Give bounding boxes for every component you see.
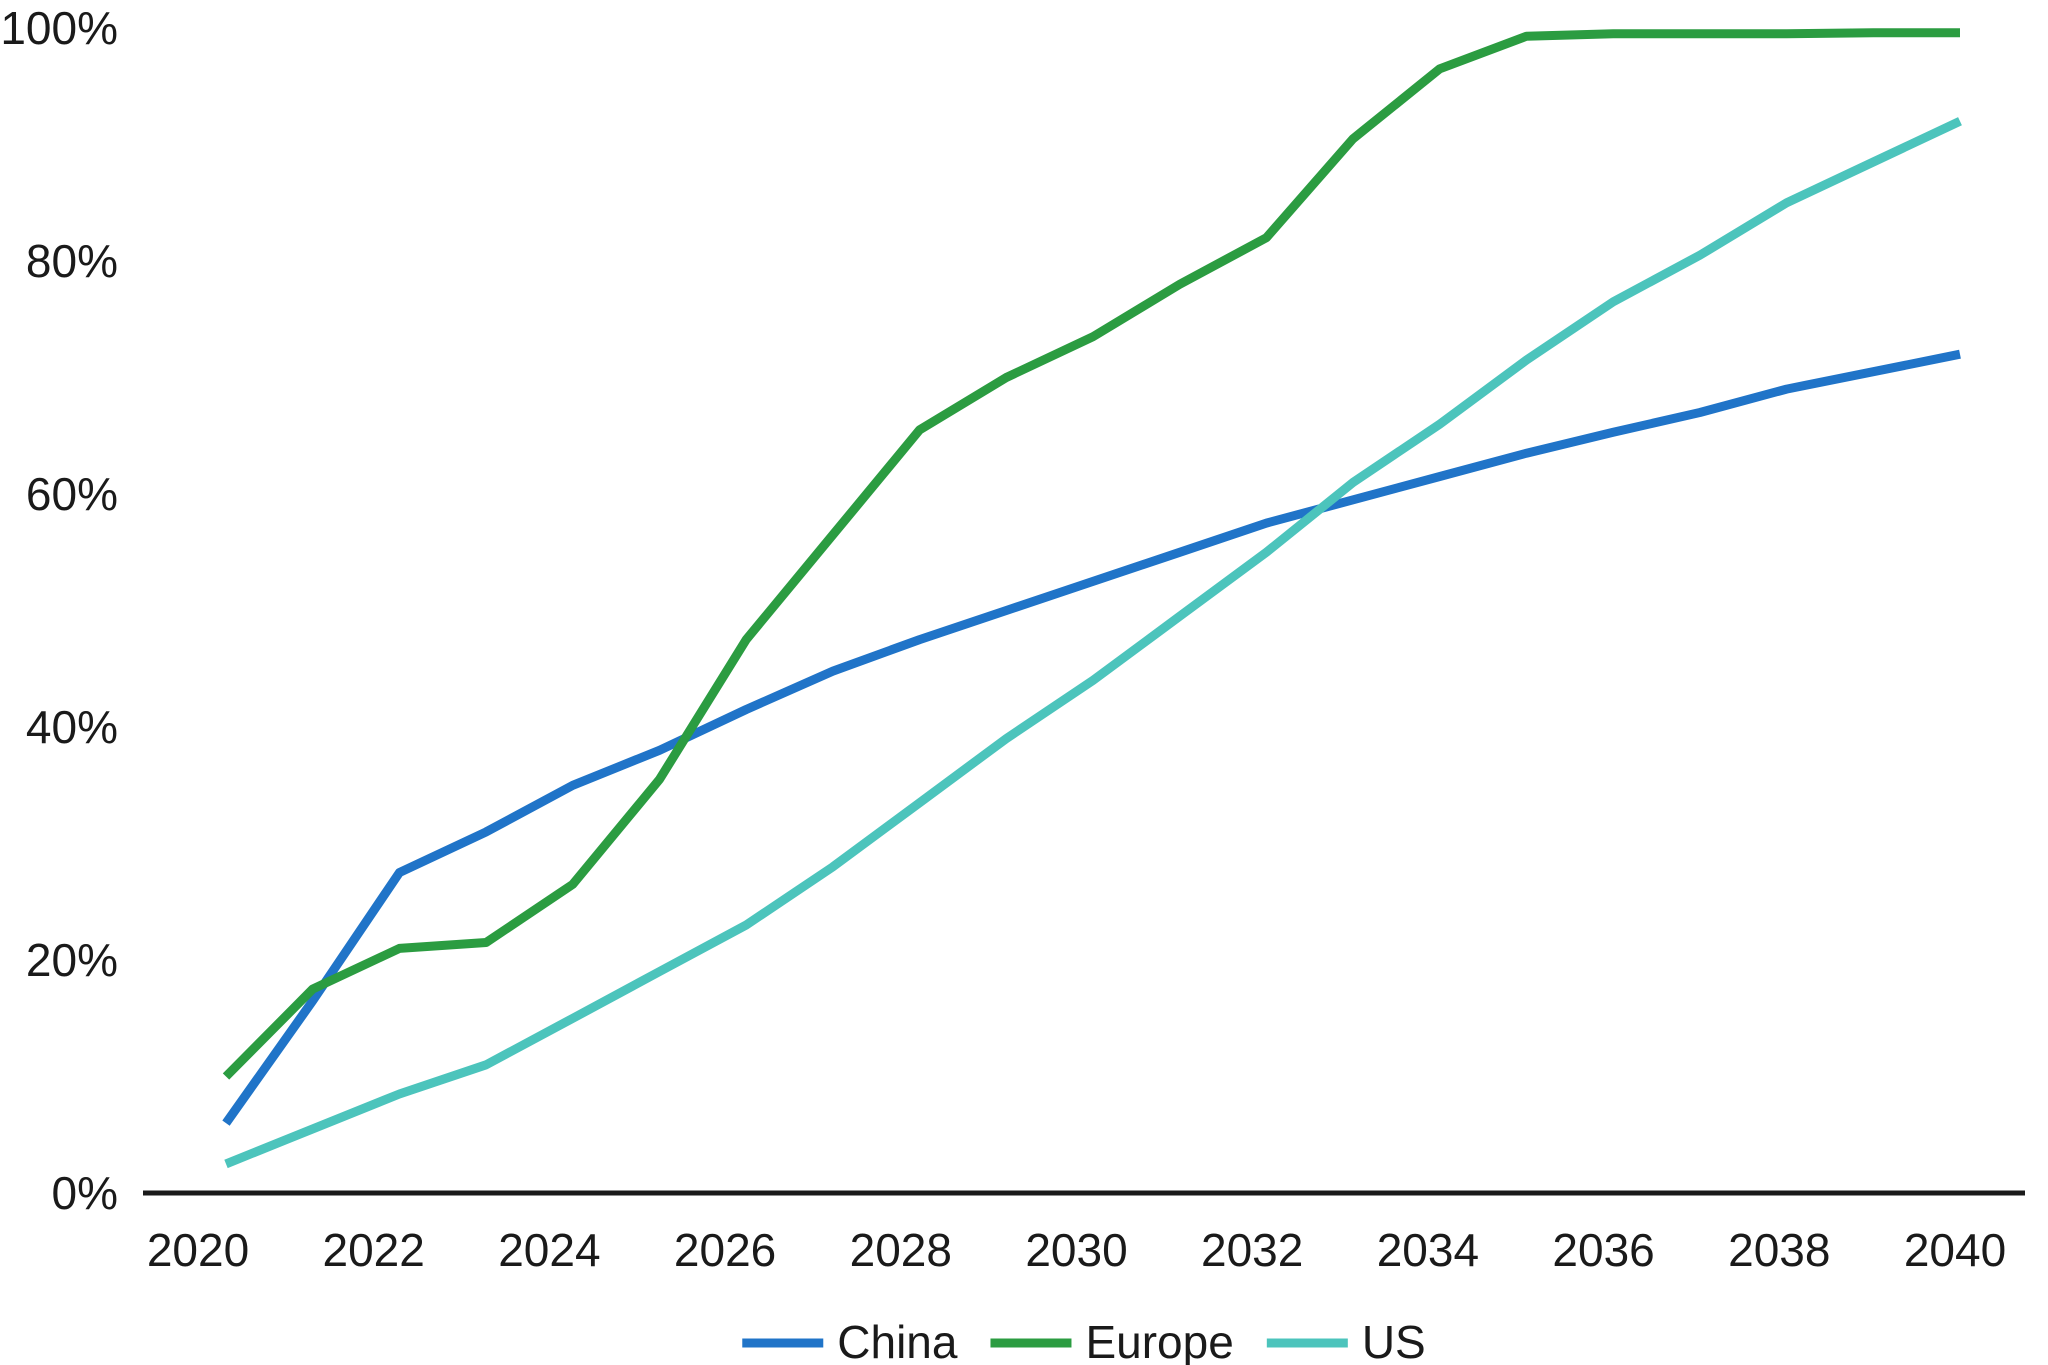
x-tick-label: 2028 (850, 1224, 952, 1276)
y-tick-label: 0% (52, 1167, 118, 1219)
x-tick-label: 2034 (1377, 1224, 1479, 1276)
x-tick-label: 2020 (147, 1224, 249, 1276)
series-line-china (222, 349, 1961, 1126)
legend-label-europe: Europe (1085, 1316, 1233, 1365)
legend-label-us: US (1362, 1316, 1426, 1365)
x-tick-label: 2030 (1025, 1224, 1127, 1276)
x-tick-label: 2038 (1728, 1224, 1830, 1276)
series-line-us (224, 117, 1962, 1169)
x-tick-label: 2024 (498, 1224, 600, 1276)
x-tick-label: 2040 (1904, 1224, 2006, 1276)
y-tick-label: 40% (26, 701, 118, 753)
y-tick-label: 60% (26, 468, 118, 520)
x-tick-label: 2026 (674, 1224, 776, 1276)
y-tick-label: 100% (0, 2, 118, 54)
y-tick-label: 80% (26, 235, 118, 287)
series-line-europe (222, 28, 1960, 1080)
legend: China Europe US (742, 1316, 1426, 1365)
y-tick-label: 20% (26, 934, 118, 986)
legend-label-china: China (837, 1316, 958, 1365)
x-tick-label: 2032 (1201, 1224, 1303, 1276)
x-tick-label: 2036 (1552, 1224, 1654, 1276)
x-tick-label: 2022 (323, 1224, 425, 1276)
